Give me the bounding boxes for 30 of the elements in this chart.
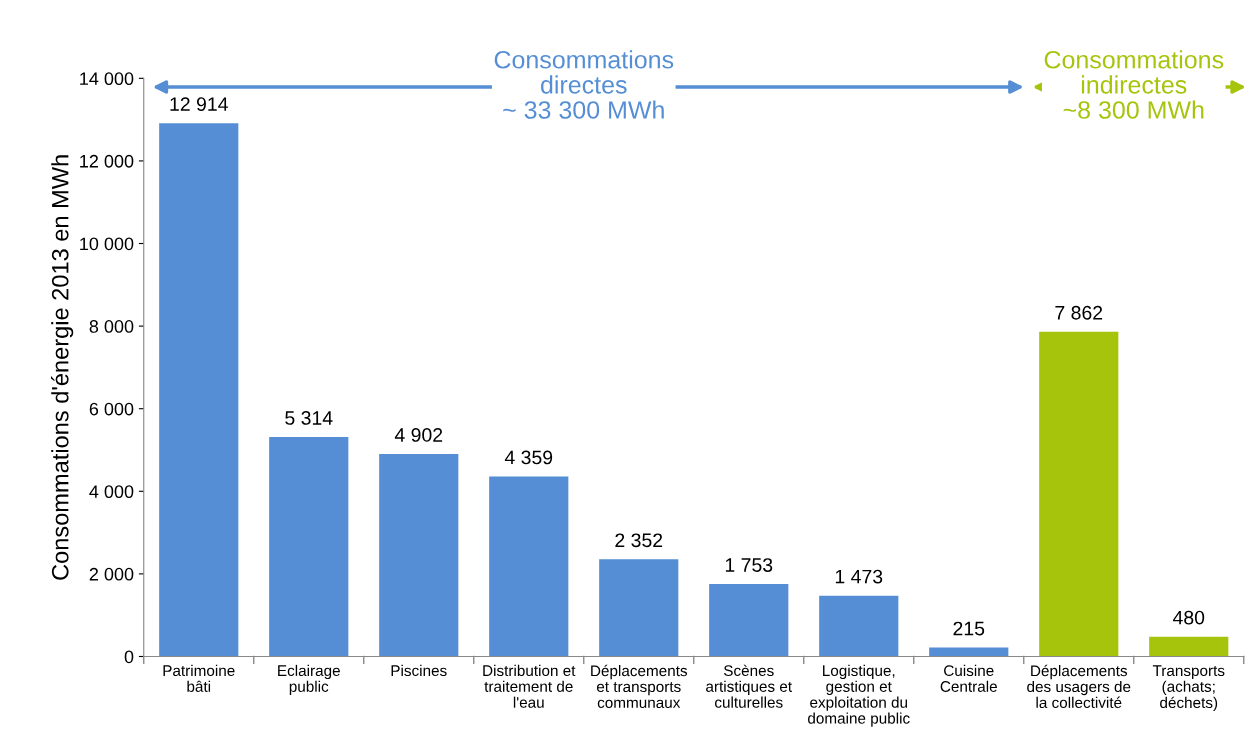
x-tick-label: Déplacements et transports communaux [591, 664, 688, 709]
data-label: 4 902 [394, 428, 443, 442]
y-axis-title: Consommations d'énergie 2013 en MWh [50, 155, 74, 580]
x-tick-label: Cuisine Centrale [940, 664, 997, 692]
y-tick-label: 6 000 [89, 402, 134, 416]
x-tick-label: Logistique, gestion et exploitation du domaine public [808, 664, 910, 727]
annotation: Consommations directes ~ 33 300 MWh [494, 50, 674, 119]
y-tick-label: 4 000 [89, 485, 134, 499]
data-label: 12 914 [170, 97, 228, 111]
data-label: 1 473 [835, 569, 883, 584]
y-tick-label: 2 000 [89, 567, 134, 581]
x-tick-label: Distribution et traitement de l'eau [483, 664, 576, 708]
y-tick-label: 14 000 [80, 72, 134, 86]
y-tick-label: 10 000 [80, 237, 134, 251]
data-label: 4 359 [504, 450, 553, 465]
y-tick-label: 12 000 [80, 154, 134, 168]
x-tick-label: Piscines [391, 664, 447, 677]
y-tick-label: 0 [124, 650, 134, 664]
x-tick-label: Eclairage public [278, 664, 340, 695]
data-label: 215 [953, 621, 985, 636]
data-label: 1 753 [725, 558, 773, 572]
x-tick-label: Patrimoine bâti [163, 664, 235, 692]
x-tick-label: Transports (achats; déchets) [1152, 665, 1225, 712]
x-tick-label: Scènes artistiques et culturelles [706, 664, 792, 708]
data-label: 2 352 [615, 533, 663, 548]
data-label: 480 [1172, 610, 1205, 625]
data-label: 5 314 [285, 411, 333, 425]
x-tick-label: Déplacements des usagers de la collectivité [1027, 664, 1131, 709]
data-label: 7 862 [1055, 305, 1103, 320]
y-tick-label: 8 000 [89, 320, 134, 333]
